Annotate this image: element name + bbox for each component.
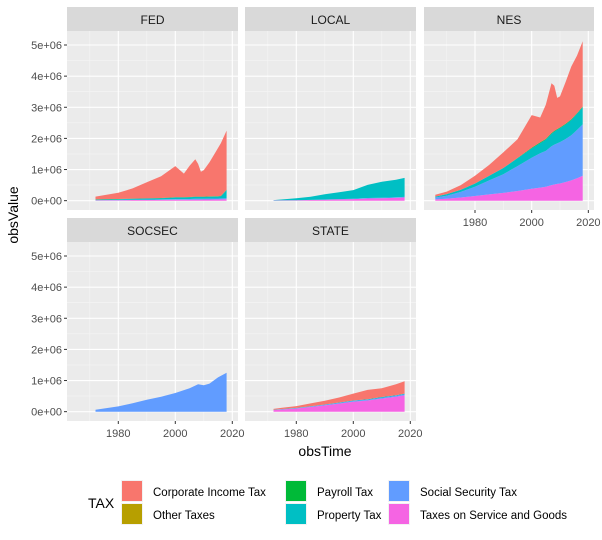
legend-key-swatch	[122, 504, 142, 524]
legend-key-swatch	[286, 504, 306, 524]
y-tick-label: 3e+06	[31, 313, 62, 325]
y-axis-title: obsValue	[5, 186, 21, 244]
facet-panels: FED LOCAL NES SOCSEC STATE	[67, 7, 594, 421]
y-tick-label: 4e+06	[31, 282, 62, 294]
x-tick-label: 2000	[163, 428, 187, 440]
area-taxes-on-service-and-goods	[273, 395, 405, 412]
area-social-security-tax	[95, 198, 227, 201]
facet-strip-label: NES	[497, 13, 522, 27]
area-taxes-on-service-and-goods	[435, 175, 583, 201]
facet-strip-label: LOCAL	[311, 13, 351, 27]
facet-strip-label: SOCSEC	[127, 224, 178, 238]
facet-strip	[424, 7, 594, 31]
x-axis-title: obsTime	[298, 443, 351, 459]
area-social-security-tax	[435, 124, 583, 200]
facet-strip-label: STATE	[312, 224, 349, 238]
area-taxes-on-service-and-goods	[95, 199, 227, 201]
facet-strip	[245, 218, 416, 242]
legend: TAX Corporate Income Tax Other Taxes Payro…	[88, 480, 567, 525]
x-tick-label: 1980	[106, 428, 130, 440]
area-corporate-income-tax	[435, 41, 583, 197]
area-property-tax	[273, 177, 405, 201]
legend-title: TAX	[88, 495, 115, 511]
legend-label: Corporate Income Tax	[153, 487, 266, 499]
area-taxes-on-service-and-goods	[273, 197, 405, 201]
y-tick-label: 5e+06	[31, 251, 62, 263]
y-tick-label: 2e+06	[31, 133, 62, 145]
legend-label: Property Tax	[317, 510, 382, 522]
facet-panel-local: LOCAL	[245, 7, 416, 210]
facet-strip	[67, 218, 238, 242]
y-tick-label: 3e+06	[31, 102, 62, 114]
facet-panel-nes: NES	[424, 7, 594, 210]
legend-key-swatch	[286, 481, 306, 501]
legend-label: Payroll Tax	[317, 487, 373, 499]
legend-key-swatch	[389, 504, 409, 524]
y-tick-label: 5e+06	[31, 40, 62, 52]
x-tick-label: 2020	[576, 217, 600, 229]
x-tick-label: 2000	[341, 428, 365, 440]
facet-strip	[245, 7, 416, 31]
y-tick-label: 1e+06	[31, 165, 62, 177]
legend-key-swatch	[122, 481, 142, 501]
y-axes: 0e+00 1e+06 2e+06 3e+06 4e+06 5e+06 0e+00 1e+06…	[31, 40, 67, 419]
x-tick-label: 2020	[220, 428, 244, 440]
facet-panel-socsec: SOCSEC	[67, 218, 238, 421]
y-tick-label: 4e+06	[31, 71, 62, 83]
area-property-tax	[95, 190, 227, 201]
y-tick-label: 0e+00	[31, 196, 62, 208]
legend-label: Other Taxes	[153, 510, 215, 522]
legend-label: Social Security Tax	[420, 487, 517, 499]
facet-panel-fed: FED	[67, 7, 238, 210]
area-corporate-income-tax	[95, 130, 227, 200]
x-tick-label: 1980	[463, 217, 487, 229]
facet-panel-state: STATE	[245, 218, 416, 421]
area-corporate-income-tax	[273, 381, 405, 410]
x-tick-label: 1980	[284, 428, 308, 440]
x-tick-label: 2020	[398, 428, 422, 440]
facet-strip	[67, 7, 238, 31]
y-tick-label: 0e+00	[31, 407, 62, 419]
y-tick-label: 1e+06	[31, 376, 62, 388]
y-tick-label: 2e+06	[31, 344, 62, 356]
x-axes: 1980 2000 2020 1980 2000 2020 1980 2000 2020	[106, 210, 601, 440]
facet-strip-label: FED	[141, 13, 165, 27]
legend-key-swatch	[389, 481, 409, 501]
x-tick-label: 2000	[519, 217, 543, 229]
area-social-security-tax	[95, 372, 227, 412]
legend-label: Taxes on Service and Goods	[420, 510, 567, 522]
